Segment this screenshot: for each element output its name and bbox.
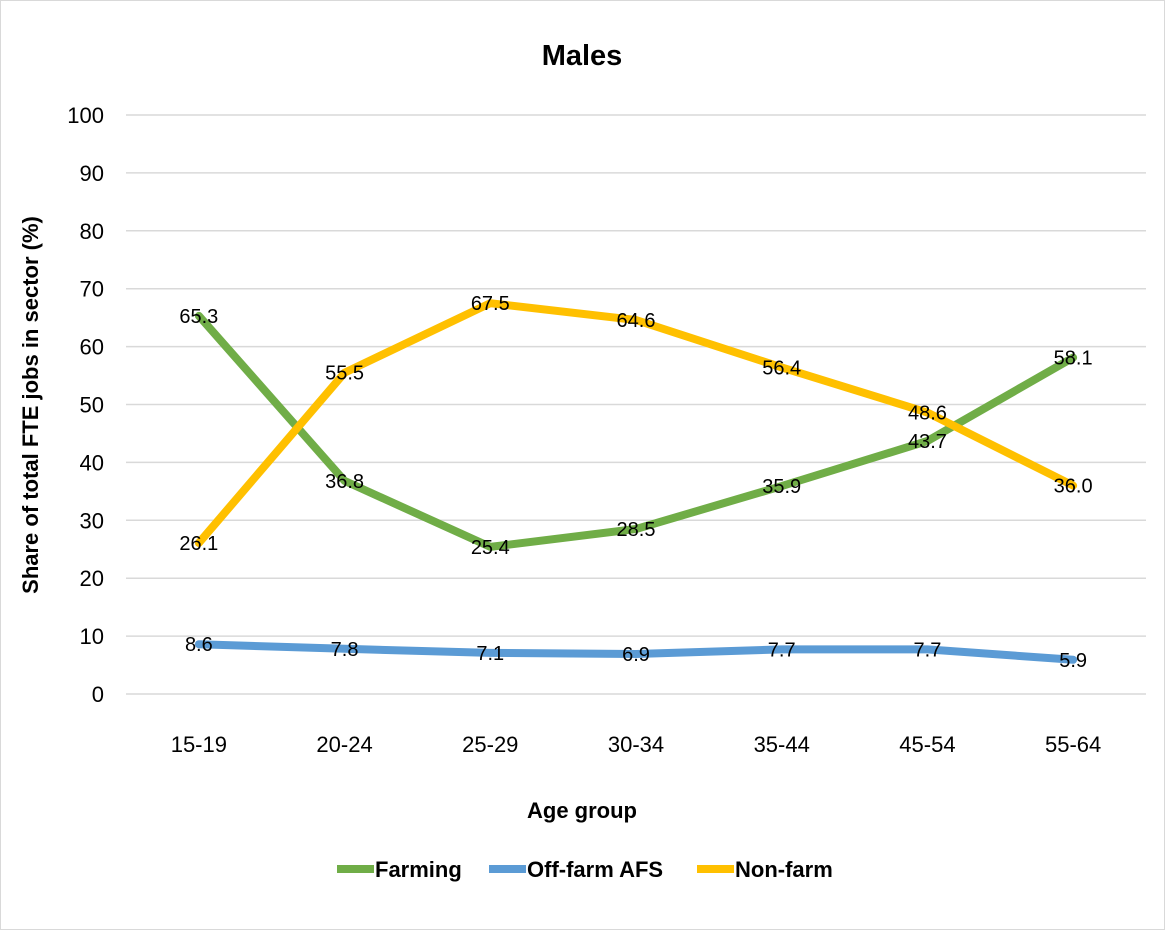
y-tick-label: 30 xyxy=(80,508,104,533)
legend-label: Non-farm xyxy=(735,857,833,882)
chart-title: Males xyxy=(542,40,623,72)
data-label: 5.9 xyxy=(1059,650,1087,672)
data-label: 36.8 xyxy=(325,471,364,493)
y-tick-label: 100 xyxy=(67,103,104,128)
y-tick-label: 0 xyxy=(92,682,104,707)
x-tick-label: 25-29 xyxy=(462,732,518,757)
data-label: 7.8 xyxy=(331,639,359,661)
y-tick-label: 80 xyxy=(80,219,104,244)
x-tick-label: 35-44 xyxy=(754,732,810,757)
data-label: 36.0 xyxy=(1054,476,1093,498)
data-label: 7.7 xyxy=(914,639,942,661)
data-label: 8.6 xyxy=(185,634,213,656)
y-tick-label: 10 xyxy=(80,624,104,649)
data-label: 58.1 xyxy=(1054,348,1093,370)
data-label: 7.7 xyxy=(768,639,796,661)
x-axis-title: Age group xyxy=(527,798,637,823)
data-label: 28.5 xyxy=(617,519,656,541)
legend-label: Farming xyxy=(375,857,462,882)
y-tick-label: 40 xyxy=(80,450,104,475)
y-tick-label: 50 xyxy=(80,393,104,418)
data-label: 67.5 xyxy=(471,293,510,315)
data-labels: 65.3 36.8 25.4 28.5 35.9 43.7 58.1 8.6 7.8 7.1 6.9… xyxy=(179,293,1092,672)
data-label: 64.6 xyxy=(617,310,656,332)
data-label: 6.9 xyxy=(622,644,650,666)
legend-label: Off-farm AFS xyxy=(527,857,663,882)
data-label: 35.9 xyxy=(762,476,801,498)
x-tick-label: 30-34 xyxy=(608,732,664,757)
legend: Farming Off-farm AFS Non-farm xyxy=(337,857,833,882)
data-label: 26.1 xyxy=(179,533,218,555)
y-tick-label: 70 xyxy=(80,277,104,302)
x-tick-label: 15-19 xyxy=(171,732,227,757)
data-label: 25.4 xyxy=(471,537,510,559)
y-tick-label: 60 xyxy=(80,335,104,360)
data-label: 55.5 xyxy=(325,363,364,385)
data-label: 7.1 xyxy=(476,643,504,665)
y-axis-title: Share of total FTE jobs in sector (%) xyxy=(18,216,43,594)
data-label: 56.4 xyxy=(762,357,801,379)
x-tick-label: 55-64 xyxy=(1045,732,1101,757)
y-tick-label: 20 xyxy=(80,566,104,591)
x-tick-label: 45-54 xyxy=(899,732,955,757)
data-label: 65.3 xyxy=(179,306,218,328)
x-tick-label: 20-24 xyxy=(316,732,372,757)
y-tick-label: 90 xyxy=(80,161,104,186)
data-label: 43.7 xyxy=(908,431,947,453)
data-label: 48.6 xyxy=(908,403,947,425)
